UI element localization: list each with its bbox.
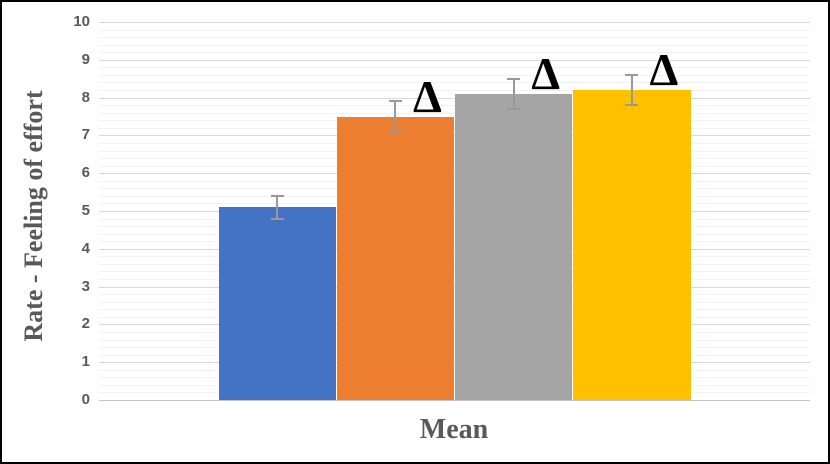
error-bar bbox=[512, 78, 515, 109]
minor-gridline bbox=[99, 385, 810, 386]
minor-gridline bbox=[99, 340, 810, 341]
minor-gridline bbox=[99, 317, 810, 318]
minor-gridline bbox=[99, 188, 810, 189]
minor-gridline bbox=[99, 219, 810, 220]
y-axis-title: Rate - Feeling of effort bbox=[19, 90, 48, 342]
y-axis-tick-label: 5 bbox=[81, 202, 90, 219]
delta-annotation: Δ bbox=[649, 44, 679, 96]
bar bbox=[336, 116, 454, 400]
minor-gridline bbox=[99, 45, 810, 46]
minor-gridline bbox=[99, 143, 810, 144]
error-bar-cap bbox=[507, 107, 521, 110]
minor-gridline bbox=[99, 226, 810, 227]
error-bar-cap bbox=[388, 130, 402, 133]
minor-gridline bbox=[99, 203, 810, 204]
minor-gridline bbox=[99, 370, 810, 371]
bar bbox=[455, 93, 573, 400]
minor-gridline bbox=[99, 52, 810, 53]
minor-gridline bbox=[99, 332, 810, 333]
error-bar-cap bbox=[388, 100, 402, 103]
error-bar bbox=[394, 101, 397, 132]
minor-gridline bbox=[99, 294, 810, 295]
major-gridline bbox=[99, 60, 810, 61]
error-bar-cap bbox=[507, 77, 521, 80]
minor-gridline bbox=[99, 113, 810, 114]
delta-annotation: Δ bbox=[412, 70, 442, 122]
minor-gridline bbox=[99, 234, 810, 235]
major-gridline bbox=[99, 287, 810, 288]
error-bar-cap bbox=[270, 194, 284, 197]
major-gridline bbox=[99, 135, 810, 136]
y-axis-tick-label: 4 bbox=[81, 240, 90, 257]
y-axis-tick-label: 10 bbox=[73, 13, 90, 30]
error-bar bbox=[276, 195, 279, 219]
major-gridline bbox=[99, 173, 810, 174]
major-gridline bbox=[99, 324, 810, 325]
error-bar bbox=[630, 74, 633, 106]
minor-gridline bbox=[99, 82, 810, 83]
y-axis-tick-label: 7 bbox=[81, 126, 90, 143]
major-gridline bbox=[99, 400, 810, 401]
minor-gridline bbox=[99, 166, 810, 167]
error-bar-cap bbox=[270, 217, 284, 220]
minor-gridline bbox=[99, 377, 810, 378]
x-axis-title: Mean bbox=[419, 414, 489, 445]
y-axis-tick-label: 3 bbox=[81, 278, 90, 295]
y-axis-tick-label: 1 bbox=[81, 353, 90, 370]
minor-gridline bbox=[99, 158, 810, 159]
bar bbox=[218, 207, 336, 400]
error-bar-cap bbox=[625, 104, 639, 107]
minor-gridline bbox=[99, 181, 810, 182]
y-axis-tick-label: 9 bbox=[81, 51, 90, 68]
minor-gridline bbox=[99, 37, 810, 38]
minor-gridline bbox=[99, 105, 810, 106]
minor-gridline bbox=[99, 264, 810, 265]
minor-gridline bbox=[99, 90, 810, 91]
major-gridline bbox=[99, 98, 810, 99]
major-gridline bbox=[99, 211, 810, 212]
delta-annotation: Δ bbox=[531, 47, 561, 99]
y-axis-tick-label: 2 bbox=[81, 315, 90, 332]
minor-gridline bbox=[99, 302, 810, 303]
minor-gridline bbox=[99, 347, 810, 348]
y-axis-tick-label: 8 bbox=[81, 89, 90, 106]
error-bar-cap bbox=[625, 73, 639, 76]
major-gridline bbox=[99, 22, 810, 23]
minor-gridline bbox=[99, 241, 810, 242]
minor-gridline bbox=[99, 279, 810, 280]
minor-gridline bbox=[99, 151, 810, 152]
minor-gridline bbox=[99, 309, 810, 310]
minor-gridline bbox=[99, 30, 810, 31]
y-axis-tick-label: 0 bbox=[81, 391, 90, 408]
minor-gridline bbox=[99, 128, 810, 129]
minor-gridline bbox=[99, 75, 810, 76]
minor-gridline bbox=[99, 256, 810, 257]
minor-gridline bbox=[99, 120, 810, 121]
minor-gridline bbox=[99, 271, 810, 272]
major-gridline bbox=[99, 249, 810, 250]
minor-gridline bbox=[99, 355, 810, 356]
minor-gridline bbox=[99, 392, 810, 393]
major-gridline bbox=[99, 362, 810, 363]
bar bbox=[573, 90, 691, 400]
minor-gridline bbox=[99, 196, 810, 197]
minor-gridline bbox=[99, 67, 810, 68]
y-axis-tick-label: 6 bbox=[81, 164, 90, 181]
